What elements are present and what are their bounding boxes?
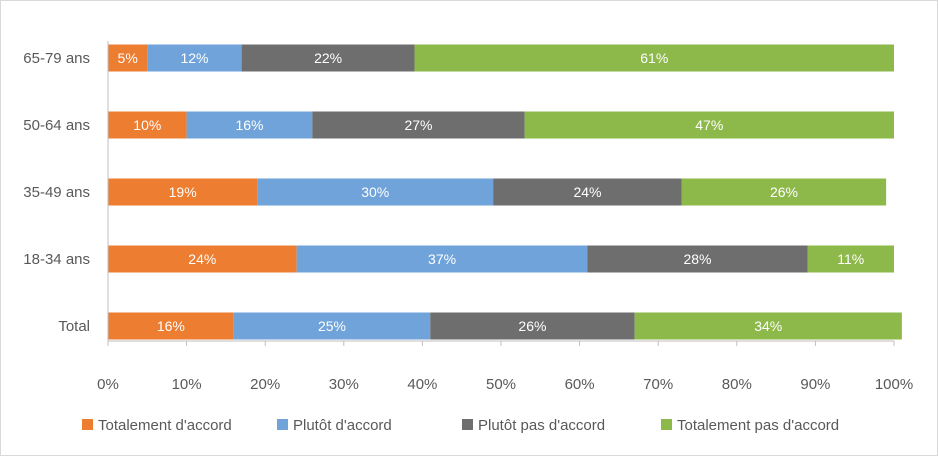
legend-swatch bbox=[82, 419, 93, 430]
bar-segment bbox=[233, 312, 431, 340]
bar-segment bbox=[108, 44, 148, 72]
data-label: 25% bbox=[318, 318, 346, 334]
data-label: 16% bbox=[157, 318, 185, 334]
legend-swatch bbox=[661, 419, 672, 430]
bar-segment bbox=[414, 44, 894, 72]
data-label: 37% bbox=[428, 251, 456, 267]
category-label: 50-64 ans bbox=[23, 117, 90, 134]
bar-segment bbox=[312, 111, 525, 139]
data-label: 12% bbox=[180, 50, 208, 66]
data-label: 27% bbox=[404, 117, 432, 133]
bar-segment bbox=[257, 178, 494, 206]
legend: Totalement d'accord Plutôt d'accord Plutôt… bbox=[82, 417, 839, 434]
bar-segment bbox=[108, 178, 258, 206]
x-tick-label: 100% bbox=[875, 376, 913, 393]
bar-segment bbox=[241, 44, 415, 72]
bar-segment bbox=[430, 312, 635, 340]
legend-swatch bbox=[277, 419, 288, 430]
data-label: 16% bbox=[235, 117, 263, 133]
data-label: 11% bbox=[837, 251, 864, 267]
x-tick-label: 50% bbox=[486, 376, 516, 393]
data-label: 26% bbox=[518, 318, 546, 334]
category-label: 65-79 ans bbox=[23, 50, 90, 67]
data-label: 61% bbox=[640, 50, 668, 66]
x-tick-label: 70% bbox=[643, 376, 673, 393]
x-tick-label: 10% bbox=[172, 376, 202, 393]
legend-swatch bbox=[462, 419, 473, 430]
category-label: 35-49 ans bbox=[23, 184, 90, 201]
x-tick-label: 0% bbox=[97, 376, 119, 393]
data-label: 30% bbox=[361, 184, 389, 200]
bar-segment bbox=[108, 245, 297, 273]
bar-segment bbox=[108, 111, 187, 139]
legend-label: Plutôt pas d'accord bbox=[478, 417, 605, 434]
bar-segment bbox=[681, 178, 887, 206]
bar-segment bbox=[493, 178, 682, 206]
bars-layer: 5% 12% 22% 61% 10% 16% 27% 47% 19% 30% 24% 26% 24% 37… bbox=[108, 44, 902, 340]
x-tick-label: 30% bbox=[329, 376, 359, 393]
x-tick-label: 60% bbox=[565, 376, 595, 393]
data-label: 24% bbox=[188, 251, 216, 267]
data-label: 19% bbox=[169, 184, 197, 200]
bar-segment bbox=[524, 111, 894, 139]
data-label: 24% bbox=[573, 184, 601, 200]
x-tick-label: 20% bbox=[250, 376, 280, 393]
data-label: 10% bbox=[133, 117, 161, 133]
data-label: 47% bbox=[695, 117, 723, 133]
legend-label: Plutôt d'accord bbox=[293, 417, 392, 434]
data-label: 22% bbox=[314, 50, 342, 66]
data-label: 34% bbox=[754, 318, 782, 334]
x-tick-label: 40% bbox=[407, 376, 437, 393]
data-label: 5% bbox=[118, 50, 138, 66]
legend-label: Totalement pas d'accord bbox=[677, 417, 839, 434]
legend-label: Totalement d'accord bbox=[98, 417, 232, 434]
bar-segment bbox=[587, 245, 808, 273]
x-tick-label: 90% bbox=[800, 376, 830, 393]
bar-segment bbox=[108, 312, 234, 340]
bar-segment bbox=[807, 245, 894, 273]
bar-segment bbox=[634, 312, 902, 340]
bar-segment bbox=[296, 245, 588, 273]
bar-segment bbox=[186, 111, 313, 139]
bar-segment bbox=[147, 44, 242, 72]
axis-layer: 65-79 ans 50-64 ans 35-49 ans 18-34 ans Tota… bbox=[23, 41, 913, 393]
category-label: Total bbox=[58, 318, 90, 335]
x-tick-label: 80% bbox=[722, 376, 752, 393]
category-label: 18-34 ans bbox=[23, 251, 90, 268]
data-label: 26% bbox=[770, 184, 798, 200]
data-label: 28% bbox=[683, 251, 711, 267]
